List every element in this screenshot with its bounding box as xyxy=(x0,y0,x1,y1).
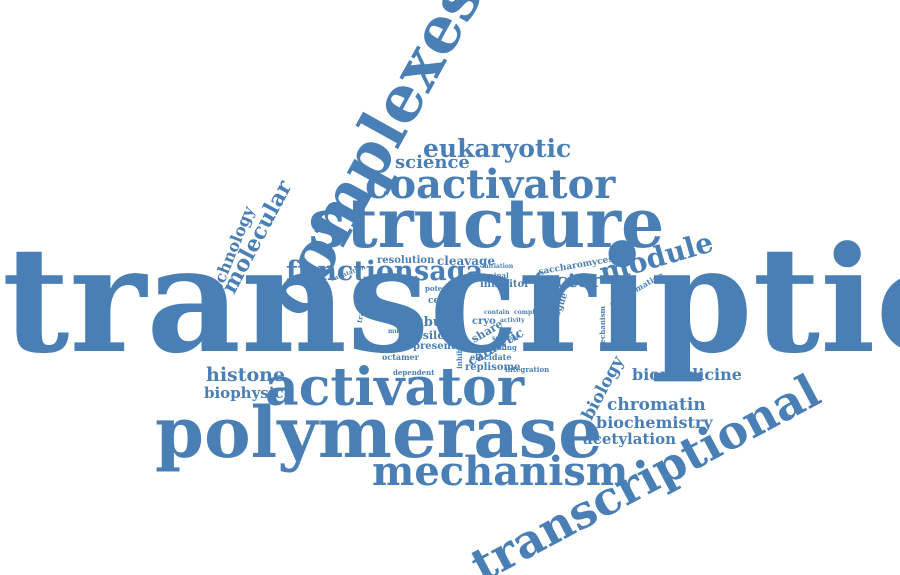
word-function: function xyxy=(286,256,414,287)
word-cell: cell xyxy=(428,296,447,306)
word-chromatin: chromatin xyxy=(607,395,706,415)
word-subunit: subunit xyxy=(407,315,463,330)
word-biophysic: biophysic xyxy=(204,384,284,402)
word-initiation: initiation xyxy=(482,263,514,270)
word-resolution: resolution xyxy=(377,255,435,266)
word-scaffold: scaffold xyxy=(492,335,519,342)
word-saga: saga xyxy=(414,256,484,287)
word-acetylation: acetylation xyxy=(583,430,676,448)
word-histone: histone xyxy=(206,364,286,386)
word-cryo: cryo xyxy=(472,316,496,327)
word-biochemistry: biochemistry xyxy=(596,413,713,432)
word-terminal: terminal xyxy=(475,271,509,280)
word-mechanism: mechanism xyxy=(372,448,629,495)
word-transcription: transcription xyxy=(2,215,900,386)
word-epsilon: epsilon xyxy=(408,329,453,342)
word-factor: factor xyxy=(534,268,601,292)
word-present: present xyxy=(413,341,456,352)
word-elucidate: elucidate xyxy=(470,352,512,362)
word-coactivator: coactivator xyxy=(365,161,616,208)
word-activator: activator xyxy=(265,357,525,418)
word-contain: contain xyxy=(484,309,510,316)
word-building: building xyxy=(484,343,517,352)
word-octamer: octamer xyxy=(382,352,419,362)
word-integration: integration xyxy=(505,365,550,374)
word-eukaryotic: eukaryotic xyxy=(423,134,572,163)
word-mechanism-small: mechanism xyxy=(597,306,607,351)
word-structure: structure xyxy=(308,184,665,264)
word-potent: potent xyxy=(425,284,451,293)
word-activity: activity xyxy=(500,317,525,324)
word-inhibition: inhibition xyxy=(454,330,464,369)
word-cleavage: cleavage xyxy=(437,254,496,268)
word-replisome: replisome xyxy=(465,362,521,373)
word-biomedicine: biomedicine xyxy=(632,365,742,384)
word-multiple: multiple xyxy=(388,328,417,335)
word-dependent: dependent xyxy=(393,368,435,377)
word-polymerase: polymerase xyxy=(155,391,603,474)
word-inhibitor: inhibitor xyxy=(480,279,530,290)
word-complex: complex xyxy=(514,309,542,316)
word-science: science xyxy=(395,152,470,173)
